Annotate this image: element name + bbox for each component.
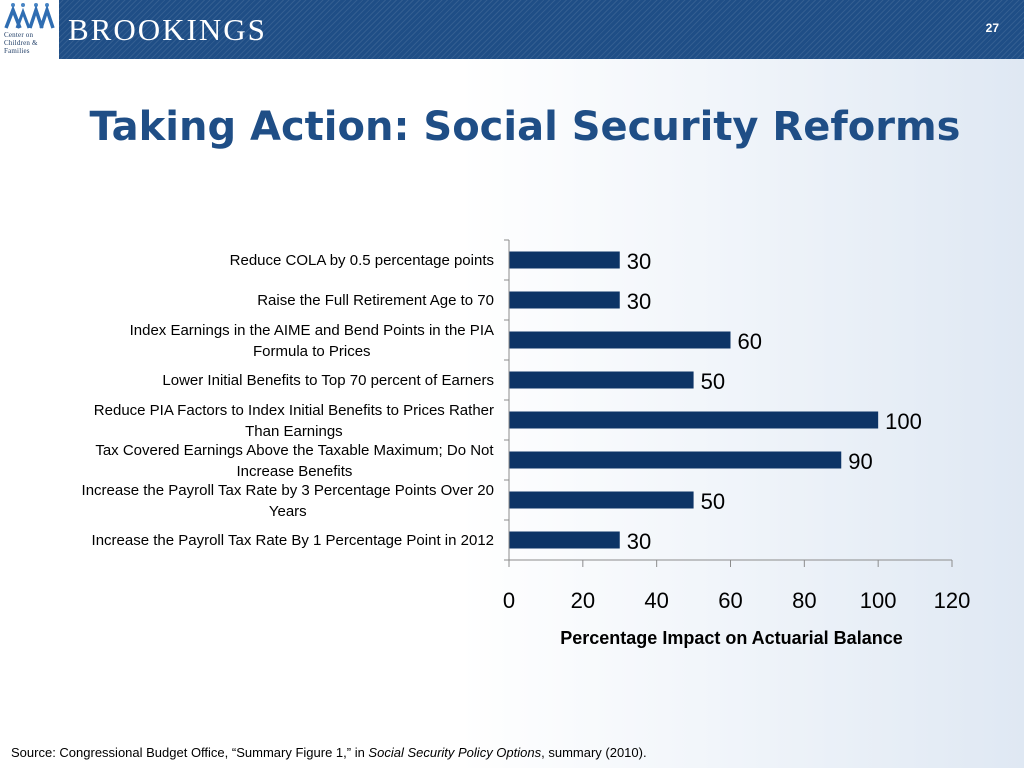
bar xyxy=(509,331,731,349)
data-label: 30 xyxy=(627,529,651,554)
category-label-line: Than Earnings xyxy=(245,423,343,440)
category-label-line: Years xyxy=(269,503,307,520)
logo-text-line: Families xyxy=(4,47,30,55)
center-on-children-families-logo: Center on Children & Families xyxy=(0,0,59,59)
chart-axes xyxy=(504,239,953,567)
bar xyxy=(509,531,620,549)
x-tick-label: 20 xyxy=(571,588,595,613)
category-label-line: Index Earnings in the AIME and Bend Poin… xyxy=(130,322,494,339)
x-tick-label: 80 xyxy=(792,588,816,613)
source-prefix: Source: Congressional Budget Office, “Su… xyxy=(11,745,369,760)
category-label-line: Increase the Payroll Tax Rate By 1 Perce… xyxy=(92,532,494,549)
data-label: 50 xyxy=(701,489,725,514)
x-axis-title: Percentage Impact on Actuarial Balance xyxy=(560,628,902,648)
chart-category-labels: Reduce COLA by 0.5 percentage points Rais… xyxy=(82,252,495,549)
category-label: Lower Initial Benefits to Top 70 percent… xyxy=(162,372,494,389)
x-tick-label: 100 xyxy=(860,588,897,613)
bar xyxy=(509,411,879,429)
data-label: 30 xyxy=(627,249,651,274)
data-label: 30 xyxy=(627,289,651,314)
source-note: Source: Congressional Budget Office, “Su… xyxy=(11,745,647,760)
logo-text-line: Children & xyxy=(4,39,38,47)
category-label-line: Lower Initial Benefits to Top 70 percent… xyxy=(162,372,494,389)
x-tick-label: 40 xyxy=(644,588,668,613)
category-label-line: Tax Covered Earnings Above the Taxable M… xyxy=(95,442,494,459)
data-label: 100 xyxy=(885,409,922,434)
bar xyxy=(509,371,694,389)
bar xyxy=(509,491,694,509)
category-label: Increase the Payroll Tax Rate By 1 Perce… xyxy=(92,532,494,549)
data-label: 50 xyxy=(701,369,725,394)
slide-number: 27 xyxy=(985,21,999,35)
brookings-wordmark: BROOKINGS xyxy=(68,12,267,47)
source-publication-title: Social Security Policy Options xyxy=(368,745,542,760)
category-label: Index Earnings in the AIME and Bend Poin… xyxy=(130,322,494,360)
logo-text-line: Center on xyxy=(4,31,34,39)
bar xyxy=(509,251,620,269)
category-label-line: Increase Benefits xyxy=(237,463,353,480)
category-label: Increase the Payroll Tax Rate by 3 Perce… xyxy=(82,482,494,520)
logo-text: Center on Children & Families xyxy=(4,31,38,55)
family-figures-icon xyxy=(4,3,55,29)
x-tick-label: 0 xyxy=(503,588,515,613)
category-label-line: Formula to Prices xyxy=(253,343,371,360)
category-label: Reduce COLA by 0.5 percentage points xyxy=(230,252,494,269)
source-suffix: , summary (2010). xyxy=(541,745,647,760)
category-label: Reduce PIA Factors to Index Initial Bene… xyxy=(94,402,494,440)
category-label-line: Reduce COLA by 0.5 percentage points xyxy=(230,252,494,269)
data-label: 90 xyxy=(848,449,872,474)
chart-data-labels: 30 30 60 50 100 90 50 30 xyxy=(627,249,922,554)
chart-bars xyxy=(509,251,879,549)
bar xyxy=(509,291,620,309)
category-label-line: Reduce PIA Factors to Index Initial Bene… xyxy=(94,402,494,419)
x-tick-label: 120 xyxy=(934,588,971,613)
category-label-line: Raise the Full Retirement Age to 70 xyxy=(257,292,494,309)
category-label: Raise the Full Retirement Age to 70 xyxy=(257,292,494,309)
bar xyxy=(509,451,842,469)
data-label: 60 xyxy=(738,329,762,354)
chart-x-tick-labels: 0 20 40 60 80 100 120 xyxy=(503,588,970,613)
x-tick-label: 60 xyxy=(718,588,742,613)
bar-chart: Reduce COLA by 0.5 percentage points Rais… xyxy=(82,239,970,648)
category-label: Tax Covered Earnings Above the Taxable M… xyxy=(95,442,494,480)
header-bar: Center on Children & Families BROOKINGS … xyxy=(0,0,1024,59)
category-label-line: Increase the Payroll Tax Rate by 3 Perce… xyxy=(82,482,494,499)
slide-title: Taking Action: Social Security Reforms xyxy=(89,104,961,150)
